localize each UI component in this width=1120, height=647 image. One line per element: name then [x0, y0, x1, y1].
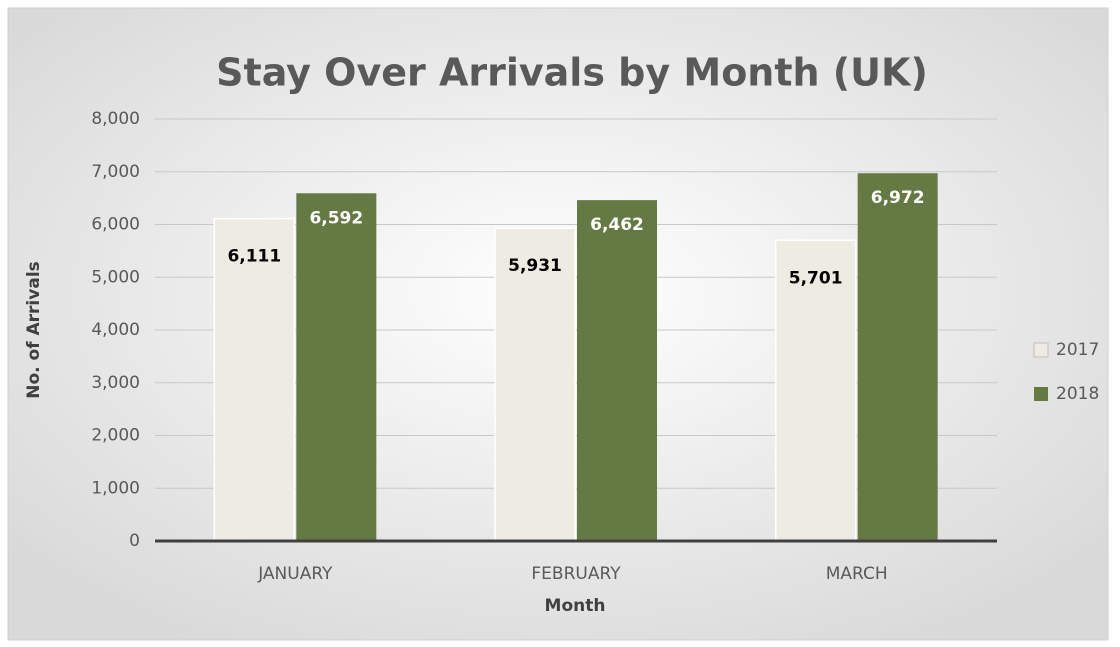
data-label: 6,592: [309, 208, 363, 228]
legend-label: 2018: [1056, 384, 1099, 404]
data-label: 6,972: [871, 188, 925, 208]
legend-swatch: [1034, 387, 1048, 401]
y-tick-label: 7,000: [91, 162, 140, 182]
data-label: 6,111: [227, 247, 281, 267]
y-tick-label: 4,000: [91, 320, 140, 340]
y-tick-label: 6,000: [91, 215, 140, 235]
bar: [577, 200, 657, 541]
chart-title: Stay Over Arrivals by Month (UK): [216, 51, 928, 95]
y-tick-label: 3,000: [91, 373, 140, 393]
y-axis-title: No. of Arrivals: [24, 261, 44, 399]
x-axis-title: Month: [545, 596, 606, 616]
data-label: 5,701: [789, 268, 843, 288]
y-tick-label: 0: [129, 531, 140, 551]
y-tick-label: 1,000: [91, 478, 140, 498]
x-tick-label: FEBRUARY: [531, 564, 621, 584]
y-tick-label: 8,000: [91, 109, 140, 129]
y-tick-label: 2,000: [91, 426, 140, 446]
y-tick-label: 5,000: [91, 267, 140, 287]
x-tick-label: MARCH: [826, 564, 888, 584]
bar: [213, 217, 296, 542]
legend-swatch: [1033, 342, 1049, 358]
data-label: 5,931: [508, 256, 562, 276]
x-tick-label: JANUARY: [257, 564, 333, 584]
legend-label: 2017: [1056, 340, 1099, 360]
data-label: 6,462: [590, 215, 644, 235]
bar: [296, 193, 377, 541]
bar: [857, 173, 938, 542]
